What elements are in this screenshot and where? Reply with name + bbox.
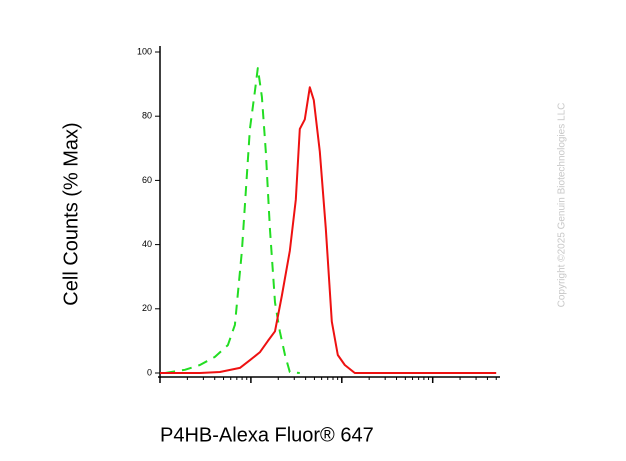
y-tick-label: 0 bbox=[147, 367, 152, 377]
histogram-line bbox=[160, 86, 497, 374]
x-axis-label: P4HB-Alexa Fluor® 647 bbox=[160, 424, 374, 446]
watermark: Copyright ©2025 Genuin Biotechnologies L… bbox=[557, 103, 568, 308]
y-tick-label: 20 bbox=[142, 303, 152, 313]
y-tick-label: 80 bbox=[142, 111, 152, 121]
y-tick-label: 40 bbox=[142, 239, 152, 249]
y-axis-label: Cell Counts (% Max) bbox=[60, 122, 82, 305]
y-tick-label: 60 bbox=[142, 175, 152, 185]
histogram-line bbox=[165, 67, 300, 374]
y-tick-label: 100 bbox=[137, 46, 152, 56]
